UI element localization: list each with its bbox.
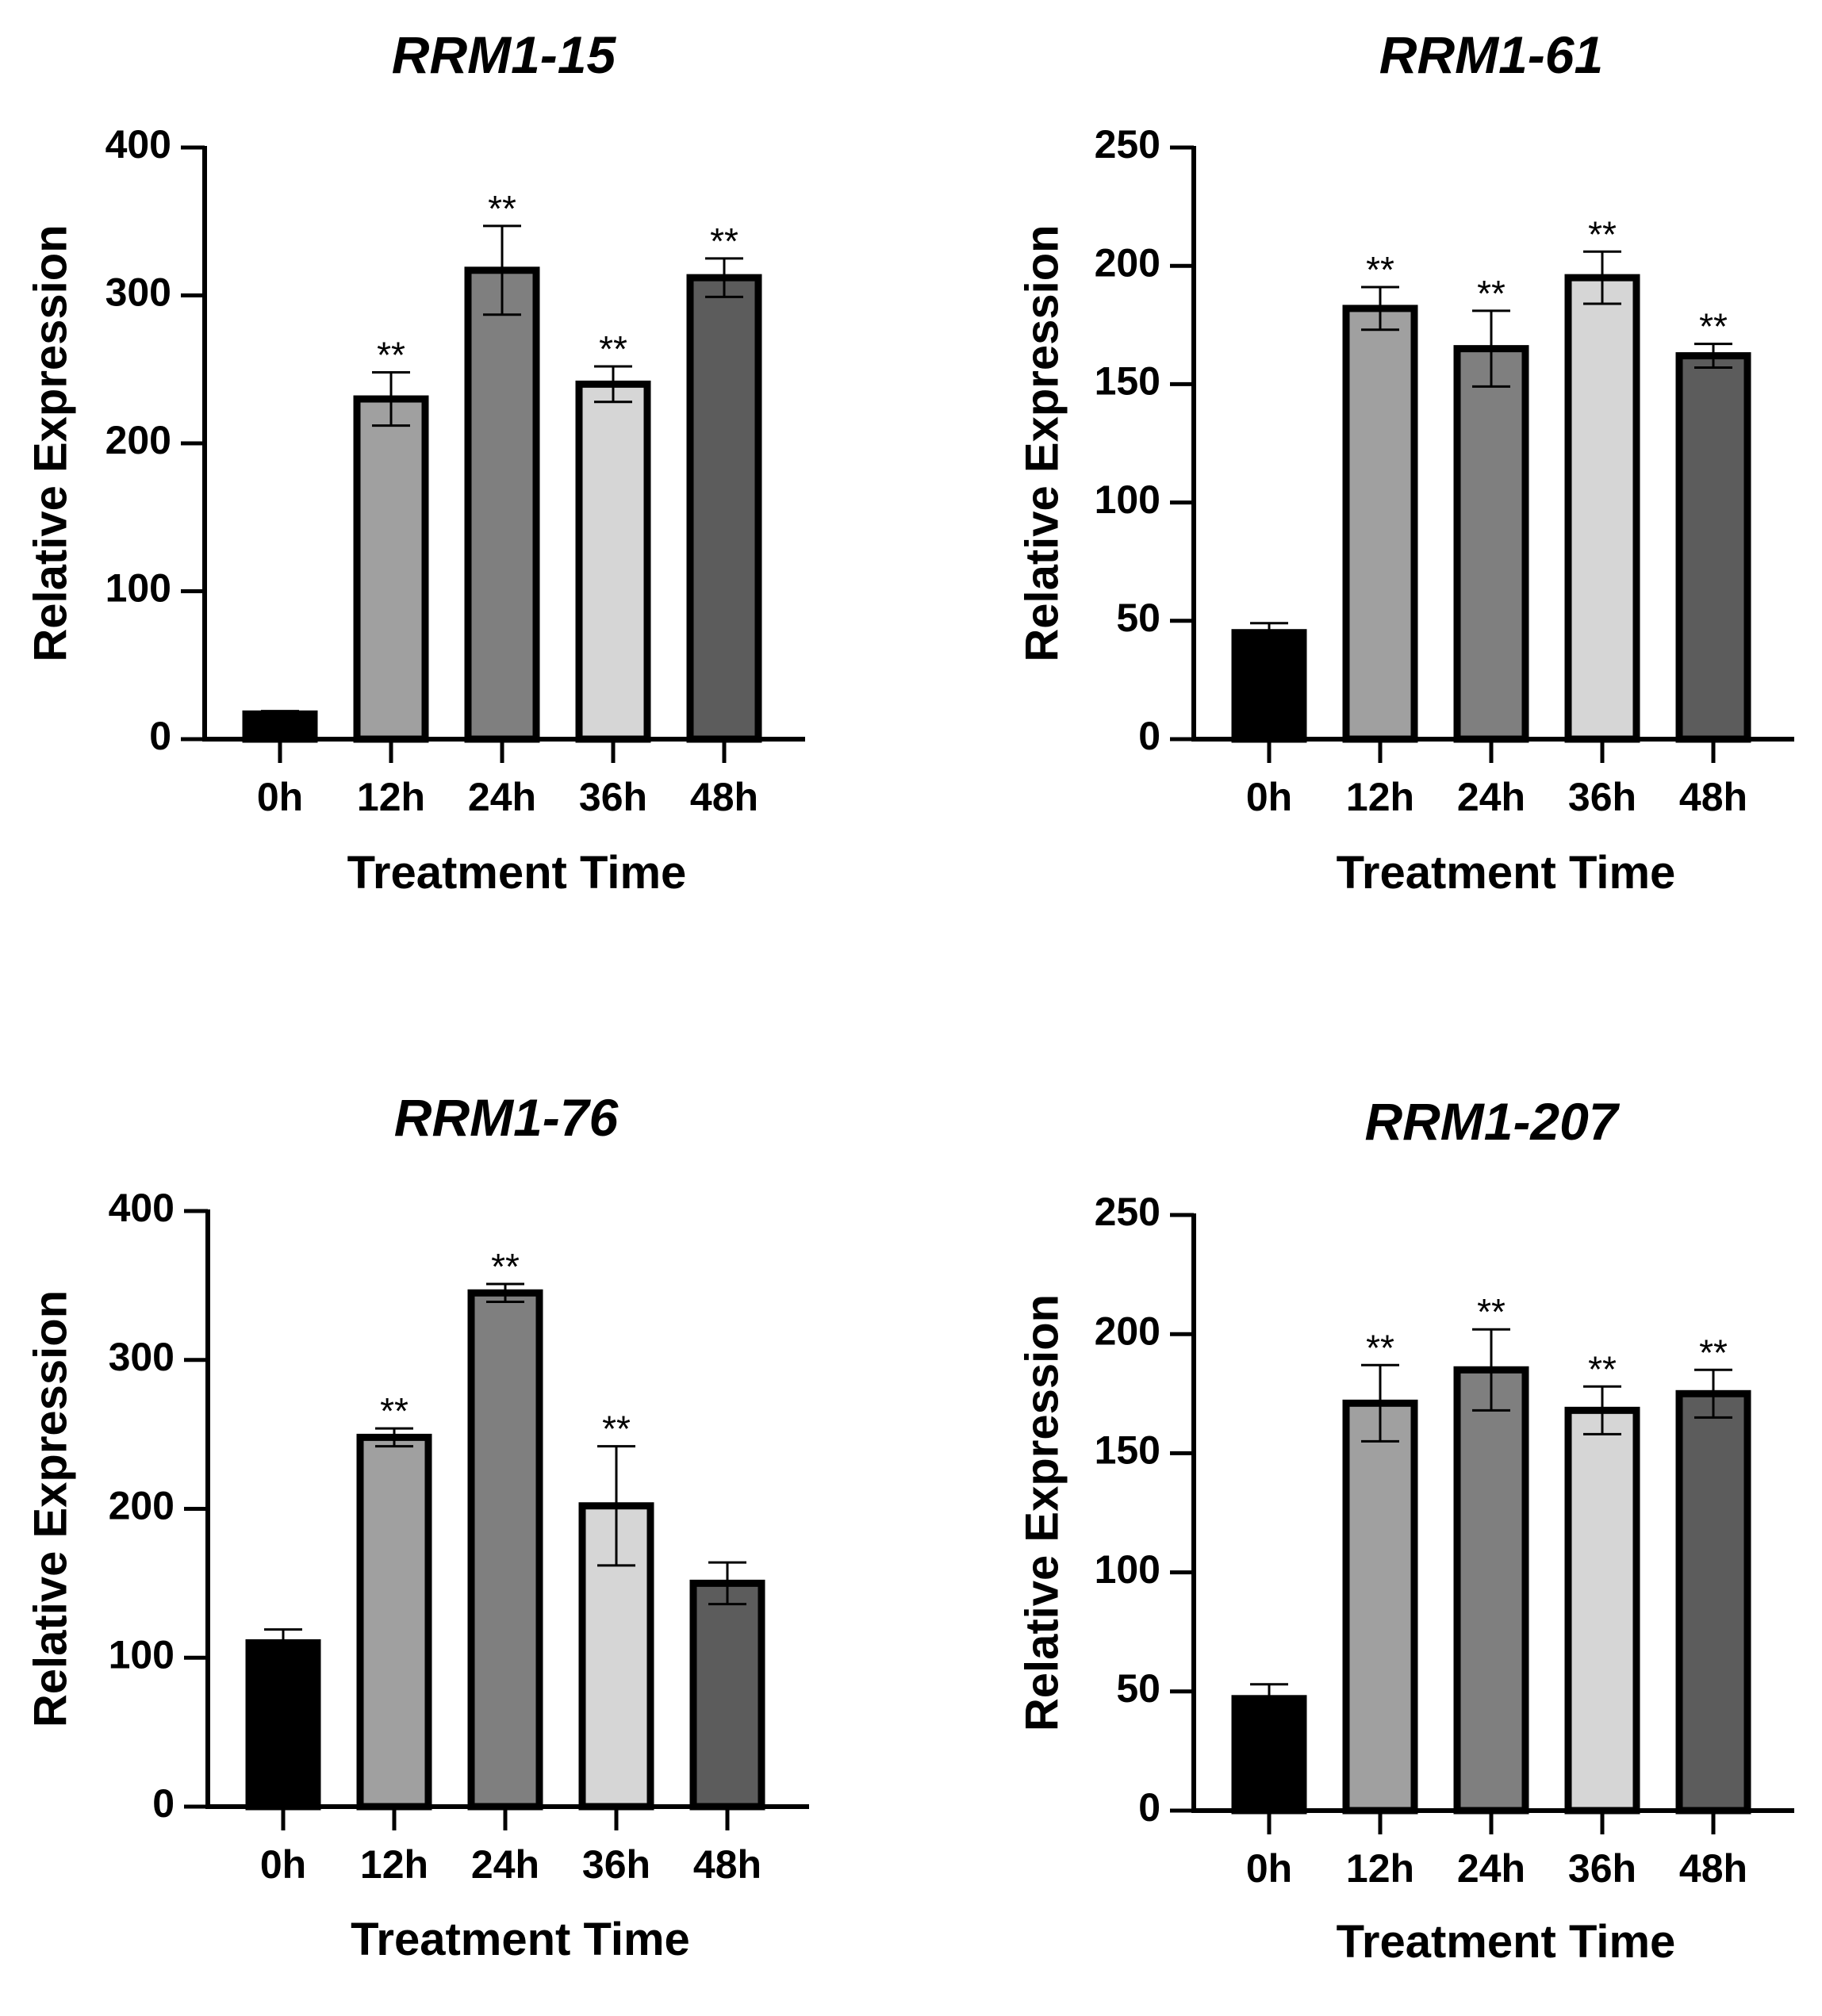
chart-title: RRM1-61 (1379, 25, 1603, 84)
x-tick-label: 48h (690, 775, 758, 819)
significance-label: ** (710, 220, 738, 262)
x-tick-label: 48h (1679, 1846, 1747, 1891)
chart-title: RRM1-76 (394, 1088, 619, 1147)
x-tick-label: 0h (1246, 1846, 1292, 1891)
bar (1342, 305, 1418, 743)
x-tick-label: 24h (1457, 775, 1525, 819)
significance-label: ** (1366, 1327, 1394, 1368)
bar (689, 1579, 765, 1811)
bar (1453, 345, 1529, 743)
chart-panel: RRM1-207 Relative Expression Treatment Tim… (1016, 1092, 1794, 1968)
y-tick-label: 250 (1095, 1190, 1160, 1234)
x-axis-title: Treatment Time (347, 847, 687, 899)
bar (1675, 1389, 1751, 1815)
bar (1342, 1399, 1418, 1815)
y-tick-label: 0 (1138, 1785, 1160, 1830)
significance-label: ** (1699, 306, 1728, 347)
y-tick-label: 200 (109, 1484, 175, 1528)
x-axis-title: Treatment Time (351, 1914, 690, 1965)
bar (356, 1433, 432, 1811)
x-tick-label: 0h (257, 775, 303, 819)
y-tick-label: 0 (149, 714, 171, 758)
bar (353, 395, 429, 743)
significance-label: ** (491, 1246, 520, 1287)
x-tick-label: 36h (579, 775, 647, 819)
y-tick-label: 200 (105, 418, 171, 462)
y-axis-title: Relative Expression (25, 1290, 76, 1727)
bar (1675, 352, 1751, 743)
bar (1564, 1406, 1640, 1815)
chart-title: RRM1-15 (392, 25, 617, 84)
x-tick-label: 36h (1568, 1846, 1636, 1891)
y-tick-label: 300 (105, 270, 171, 315)
x-tick-label: 48h (1679, 775, 1747, 819)
y-axis-title: Relative Expression (1016, 1294, 1068, 1731)
bar (245, 1638, 321, 1811)
x-axis-title: Treatment Time (1337, 847, 1676, 899)
chart-panel: RRM1-61 Relative Expression Treatment Time… (1016, 25, 1794, 899)
x-tick-label: 48h (693, 1842, 761, 1887)
bar (575, 380, 651, 743)
significance-label: ** (599, 328, 627, 370)
x-tick-label: 0h (1246, 775, 1292, 819)
chart-panel: RRM1-15 Relative Expression Treatment Time… (25, 25, 805, 899)
x-tick-label: 36h (1568, 775, 1636, 819)
significance-label: ** (488, 188, 516, 229)
y-tick-label: 200 (1095, 1309, 1160, 1353)
x-tick-label: 12h (1346, 1846, 1414, 1891)
y-tick-label: 150 (1095, 1428, 1160, 1473)
significance-label: ** (1477, 1291, 1506, 1332)
y-tick-label: 150 (1095, 359, 1160, 404)
bar (686, 274, 762, 743)
significance-label: ** (602, 1409, 631, 1450)
y-axis-title: Relative Expression (25, 224, 76, 661)
y-tick-label: 50 (1116, 596, 1160, 640)
y-tick-label: 100 (109, 1632, 175, 1677)
x-tick-label: 12h (1346, 775, 1414, 819)
x-tick-label: 0h (260, 1842, 306, 1887)
significance-label: ** (1699, 1332, 1728, 1373)
x-tick-label: 36h (582, 1842, 650, 1887)
y-tick-label: 300 (109, 1335, 175, 1379)
significance-label: ** (380, 1390, 409, 1432)
bar (1231, 629, 1307, 743)
x-tick-label: 24h (471, 1842, 539, 1887)
significance-label: ** (1366, 249, 1394, 290)
chart-panel: RRM1-76 Relative Expression Treatment Time… (25, 1088, 809, 1965)
x-tick-label: 12h (360, 1842, 428, 1887)
y-tick-label: 250 (1095, 122, 1160, 167)
x-tick-label: 24h (1457, 1846, 1525, 1891)
y-tick-label: 100 (1095, 1547, 1160, 1592)
y-tick-label: 0 (152, 1781, 175, 1826)
y-tick-label: 100 (105, 566, 171, 611)
y-axis-title: Relative Expression (1016, 224, 1068, 661)
bar (464, 266, 540, 743)
significance-label: ** (1588, 213, 1617, 255)
y-tick-label: 0 (1138, 714, 1160, 758)
x-axis-title: Treatment Time (1337, 1916, 1676, 1968)
y-tick-label: 200 (1095, 240, 1160, 285)
significance-label: ** (1477, 273, 1506, 314)
bar (1231, 1695, 1307, 1815)
bar (1564, 274, 1640, 743)
chart-title: RRM1-207 (1364, 1092, 1620, 1151)
significance-label: ** (1588, 1348, 1617, 1389)
x-tick-label: 24h (468, 775, 536, 819)
bar (467, 1289, 543, 1811)
y-tick-label: 400 (109, 1186, 175, 1230)
y-tick-label: 50 (1116, 1666, 1160, 1711)
bar (1453, 1366, 1529, 1815)
y-tick-label: 400 (105, 122, 171, 167)
significance-label: ** (377, 334, 405, 375)
y-tick-label: 100 (1095, 477, 1160, 522)
x-tick-label: 12h (357, 775, 425, 819)
